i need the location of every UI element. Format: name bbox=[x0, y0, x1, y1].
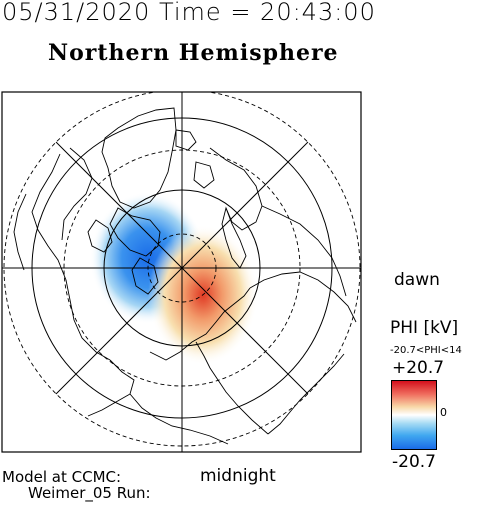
asia-inner-coast bbox=[249, 271, 357, 323]
dawn-label: dawn bbox=[394, 270, 440, 290]
asia-east-coast bbox=[309, 353, 345, 391]
colorbar-range: -20.7<PHI<14 bbox=[390, 345, 462, 356]
run-label: Weimer_05 Run: bbox=[28, 484, 151, 502]
arctic-island-outline bbox=[131, 257, 159, 295]
hemisphere-title: Northern Hemisphere bbox=[48, 40, 339, 66]
meridian-lines bbox=[2, 92, 361, 452]
colorbar-mid-label: 0 bbox=[440, 406, 447, 419]
siberia-coast bbox=[149, 287, 251, 361]
japan-coast bbox=[267, 389, 311, 435]
labrador-coast bbox=[13, 193, 27, 271]
svalbard-outline bbox=[193, 161, 215, 189]
arctic-island-outline bbox=[87, 219, 113, 253]
model-label: Model at CCMC: bbox=[2, 468, 122, 486]
asia-north-coast bbox=[261, 205, 347, 297]
north-america-coast bbox=[31, 153, 111, 361]
iceland-outline bbox=[175, 129, 197, 151]
coastlines bbox=[13, 107, 357, 445]
colorbar-min-label: -20.7 bbox=[392, 452, 436, 472]
polar-potential-map bbox=[1, 91, 362, 453]
colorbar bbox=[391, 380, 437, 450]
colorbar-title: PHI [kV] bbox=[390, 318, 459, 338]
midnight-label: midnight bbox=[200, 466, 276, 486]
date-time-title: 05/31/2020 Time = 20:43:00 bbox=[2, 0, 376, 26]
arctic-islands-outline bbox=[109, 207, 161, 257]
meridian-diagonal bbox=[55, 141, 309, 395]
colorbar-max-label: +20.7 bbox=[392, 358, 445, 378]
chukotka-coast bbox=[129, 393, 229, 445]
greenland-outline bbox=[101, 107, 177, 209]
east-siberia-coast bbox=[195, 341, 269, 435]
hudson-bay-coast bbox=[61, 147, 93, 241]
